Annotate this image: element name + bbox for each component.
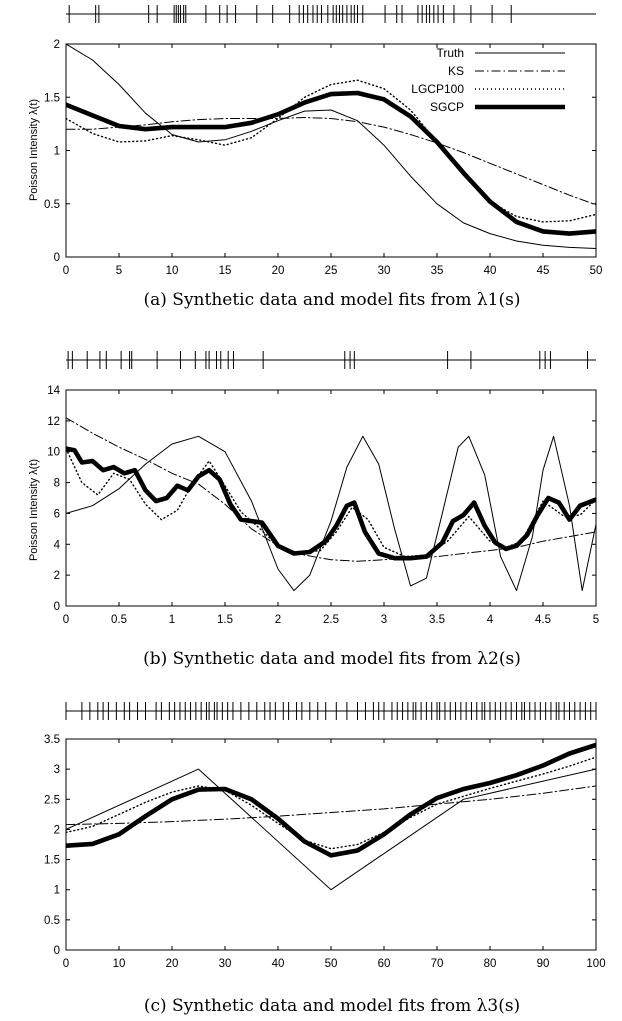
caption-a: (a) Synthetic data and model fits from λ… xyxy=(144,290,521,310)
panel-a: 0 5 10 15 20 25 30 35 40 45 50 0 0.5 1 1.5 2 Truth KS LGC… xyxy=(28,5,602,310)
y-tick-label: 2 xyxy=(54,39,60,51)
legend-label-truth: Truth xyxy=(436,46,464,60)
y-tick-label: 0.5 xyxy=(44,915,60,927)
x-tick-label: 5 xyxy=(116,265,122,277)
series-ks-line xyxy=(66,117,596,206)
x-tick-label: 40 xyxy=(484,265,497,277)
x-tick-label: 35 xyxy=(431,265,444,277)
y-tick-label: 8 xyxy=(54,478,60,490)
y-tick-label: 14 xyxy=(47,385,60,397)
plot-frame xyxy=(65,43,597,258)
series-sgcp-line xyxy=(66,446,596,561)
y-tick-label: 0.5 xyxy=(44,199,60,211)
series-truth-line xyxy=(66,768,596,891)
y-tick-label: 0 xyxy=(54,945,60,957)
y-tick-label: 2 xyxy=(54,824,60,836)
y-tick-label: 4 xyxy=(54,539,61,551)
series-a xyxy=(66,44,596,249)
x-tick-label: 10 xyxy=(166,265,179,277)
y-tick-label: 6 xyxy=(54,508,60,520)
legend-label-ks: KS xyxy=(448,64,464,78)
x-tick-label: 0.5 xyxy=(111,614,127,626)
panel-b: 0 0.5 1 1.5 2 2.5 3 3.5 4 4.5 5 0 2 4 6 8 10 12 14 Poisson… xyxy=(28,351,599,669)
x-tick-label: 90 xyxy=(537,958,550,970)
x-tick-label: 2.5 xyxy=(323,614,339,626)
series-c xyxy=(66,742,596,891)
y-tick-label: 1.5 xyxy=(44,855,60,867)
x-tick-label: 30 xyxy=(378,265,391,277)
series-sgcp-line xyxy=(66,742,596,858)
x-tick-label: 2 xyxy=(275,614,281,626)
x-tick-label: 50 xyxy=(325,958,338,970)
x-tick-label: 100 xyxy=(586,958,605,970)
caption-c: (c) Synthetic data and model fits from λ… xyxy=(144,996,520,1016)
axes-c: 0 10 20 30 40 50 60 70 80 90 100 0 0.5 1 1.5 2 2.5 3 3.5 xyxy=(44,734,606,970)
ylabel-a: Poisson Intensity λ(t) xyxy=(28,99,40,201)
x-tick-label: 4 xyxy=(487,614,494,626)
series-lgcp100-line xyxy=(66,447,596,558)
x-tick-label: 3.5 xyxy=(429,614,445,626)
x-tick-label: 15 xyxy=(219,265,232,277)
y-tick-label: 0 xyxy=(54,252,60,264)
x-tick-label: 60 xyxy=(378,958,391,970)
x-tick-label: 50 xyxy=(590,265,603,277)
plot-frame xyxy=(65,389,597,607)
y-tick-label: 10 xyxy=(47,447,60,459)
y-tick-label: 0 xyxy=(54,601,60,613)
y-tick-label: 2 xyxy=(54,570,60,582)
event-strip-b xyxy=(66,351,596,369)
x-tick-label: 5 xyxy=(593,614,599,626)
y-tick-label: 3.5 xyxy=(44,734,60,746)
x-tick-label: 0 xyxy=(63,614,69,626)
ylabel-b: Poisson Intensity λ(t) xyxy=(28,459,40,561)
x-tick-label: 0 xyxy=(63,265,69,277)
x-tick-label: 45 xyxy=(537,265,550,277)
x-tick-label: 1 xyxy=(169,614,175,626)
x-tick-label: 10 xyxy=(113,958,126,970)
x-tick-label: 4.5 xyxy=(535,614,551,626)
series-ks-line xyxy=(66,785,596,826)
y-tick-label: 3 xyxy=(54,764,60,776)
x-tick-label: 20 xyxy=(166,958,179,970)
y-tick-label: 2.5 xyxy=(44,794,60,806)
legend-label-sgcp: SGCP xyxy=(430,100,464,114)
x-tick-label: 80 xyxy=(484,958,497,970)
series-truth-line xyxy=(66,44,596,249)
caption-b: (b) Synthetic data and model fits from λ… xyxy=(143,649,521,669)
plot-frame xyxy=(65,738,597,951)
x-tick-label: 20 xyxy=(272,265,285,277)
legend: Truth KS LGCP100 SGCP xyxy=(411,46,565,114)
x-tick-label: 3 xyxy=(381,614,387,626)
x-tick-label: 25 xyxy=(325,265,338,277)
y-tick-label: 12 xyxy=(47,416,60,428)
x-tick-label: 1.5 xyxy=(217,614,233,626)
series-b xyxy=(66,417,596,592)
x-tick-label: 0 xyxy=(63,958,69,970)
y-tick-label: 1 xyxy=(54,146,60,158)
x-tick-label: 70 xyxy=(431,958,444,970)
panel-c: 0 10 20 30 40 50 60 70 80 90 100 0 0.5 1 1.5 2 2.5 3 3.5 (… xyxy=(44,702,606,1016)
y-tick-label: 1.5 xyxy=(44,92,60,104)
axes-a: 0 5 10 15 20 25 30 35 40 45 50 0 0.5 1 1.5 2 xyxy=(44,39,602,277)
y-tick-label: 1 xyxy=(54,885,60,897)
event-strip-a xyxy=(66,5,596,23)
event-strip-c xyxy=(65,702,597,720)
series-sgcp-line xyxy=(66,90,596,236)
x-tick-label: 40 xyxy=(272,958,285,970)
series-lgcp100-line xyxy=(66,79,596,223)
legend-label-lgcp100: LGCP100 xyxy=(411,82,464,96)
x-tick-label: 30 xyxy=(219,958,232,970)
series-lgcp100-line xyxy=(66,756,596,850)
